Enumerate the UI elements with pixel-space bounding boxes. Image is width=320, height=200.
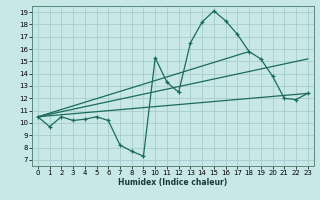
- X-axis label: Humidex (Indice chaleur): Humidex (Indice chaleur): [118, 178, 228, 187]
